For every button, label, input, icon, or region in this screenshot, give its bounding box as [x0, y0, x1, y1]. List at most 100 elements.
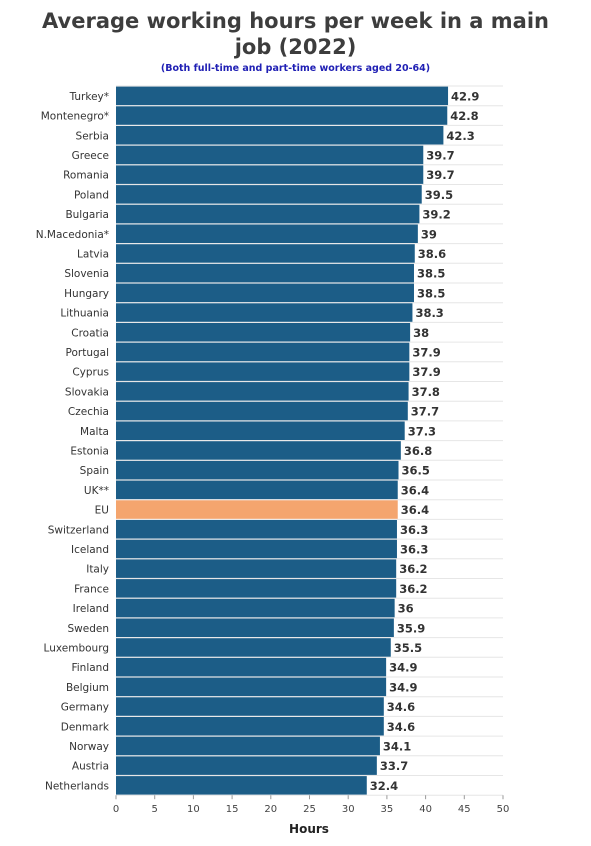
- bar: [116, 520, 397, 539]
- category-label: Ireland: [73, 603, 109, 615]
- bar: [116, 480, 398, 500]
- category-label: Spain: [80, 465, 109, 477]
- bar: [116, 657, 387, 677]
- category-label: Latvia: [77, 248, 109, 260]
- bar: [116, 224, 418, 243]
- category-label: Hungary: [64, 288, 109, 300]
- x-tick-label: 20: [264, 804, 277, 815]
- bar: [116, 697, 384, 716]
- category-label: N.Macedonia*: [36, 229, 109, 241]
- category-label: UK**: [84, 485, 109, 497]
- category-label: Iceland: [71, 544, 109, 556]
- bar: [116, 539, 397, 559]
- category-label: Germany: [61, 702, 109, 714]
- category-label: Croatia: [71, 327, 109, 339]
- bar: [116, 756, 377, 775]
- value-label: 38: [413, 326, 429, 340]
- bar: [116, 717, 384, 736]
- value-label: 34.6: [387, 700, 415, 714]
- bar: [116, 579, 397, 598]
- x-tick-label: 5: [152, 804, 158, 815]
- value-label: 38.3: [415, 306, 443, 320]
- value-label: 42.8: [450, 109, 478, 123]
- category-label: Finland: [71, 662, 109, 674]
- chart-title-line-1: Average working hours per week in a main: [42, 9, 549, 33]
- value-label: 37.3: [408, 424, 436, 438]
- category-label: Austria: [72, 761, 109, 773]
- category-label: Luxembourg: [44, 642, 109, 654]
- value-label: 37.9: [412, 345, 440, 359]
- value-label: 36.5: [402, 464, 430, 478]
- bar: [116, 500, 398, 519]
- category-label: Romania: [63, 170, 109, 182]
- chart-title-line-2: job (2022): [234, 35, 357, 59]
- category-label: France: [74, 583, 109, 595]
- bar: [116, 362, 410, 381]
- category-labels: Turkey* Montenegro* Serbia Greece Romania Pol…: [36, 91, 110, 792]
- value-label: 42.9: [451, 89, 479, 103]
- value-label: 36.2: [399, 562, 427, 576]
- chart-title: Average working hours per week in a main…: [0, 8, 591, 60]
- category-label: Italy: [86, 564, 109, 576]
- value-labels: 42.9 42.8 42.3 39.7 39.7 39.5 39.2 39 38.6 38.5 38…: [370, 89, 480, 793]
- bar: [116, 598, 395, 618]
- value-label: 38.6: [418, 247, 446, 261]
- category-label: Netherlands: [45, 780, 109, 792]
- bar: [116, 736, 380, 756]
- category-label: Portugal: [66, 347, 110, 359]
- value-label: 36: [398, 602, 414, 616]
- category-label: Cyprus: [72, 367, 109, 379]
- category-label: EU: [95, 505, 109, 517]
- value-label: 38.5: [417, 267, 445, 281]
- x-tick-label: 30: [342, 804, 355, 815]
- x-tick-label: 10: [187, 804, 200, 815]
- value-label: 39.7: [426, 148, 454, 162]
- value-label: 36.8: [404, 444, 432, 458]
- category-label: Serbia: [76, 130, 109, 142]
- x-tick-label: 50: [497, 804, 510, 815]
- x-tick-label: 0: [113, 804, 119, 815]
- value-label: 32.4: [370, 779, 398, 793]
- value-label: 33.7: [380, 759, 408, 773]
- value-label: 34.6: [387, 720, 415, 734]
- category-label: Norway: [69, 741, 109, 753]
- category-label: Turkey*: [69, 91, 109, 103]
- category-label: Belgium: [66, 682, 109, 694]
- value-label: 38.5: [417, 286, 445, 300]
- value-label: 34.9: [389, 661, 417, 675]
- value-label: 39: [421, 227, 437, 241]
- bar: [116, 323, 411, 342]
- bar: [116, 303, 413, 322]
- value-label: 37.7: [411, 405, 439, 419]
- bar: [116, 776, 367, 795]
- x-tick-label: 25: [303, 804, 316, 815]
- bar: [116, 283, 414, 303]
- chart-subtitle: (Both full-time and part-time workers ag…: [160, 63, 431, 74]
- category-label: Bulgaria: [65, 209, 109, 221]
- category-label: Malta: [80, 426, 109, 438]
- value-label: 36.2: [399, 582, 427, 596]
- category-label: Denmark: [61, 721, 110, 733]
- x-tick-label: 35: [381, 804, 394, 815]
- bar: [116, 382, 409, 401]
- value-label: 34.1: [383, 739, 411, 753]
- category-label: Estonia: [70, 445, 109, 457]
- value-label: 36.4: [401, 503, 429, 517]
- bar: [116, 185, 422, 204]
- value-label: 34.9: [389, 680, 417, 694]
- bar: [116, 638, 391, 657]
- bar: [116, 145, 424, 165]
- category-label: Switzerland: [48, 524, 109, 536]
- value-label: 39.5: [425, 188, 453, 202]
- value-label: 35.5: [394, 641, 422, 655]
- bar: [116, 421, 405, 440]
- value-label: 39.7: [426, 168, 454, 182]
- x-axis-ticks: 0 5 10 15 20 25 30 35 40 45 50: [113, 795, 510, 815]
- value-label: 35.9: [397, 621, 425, 635]
- value-label: 36.3: [400, 523, 428, 537]
- category-label: Czechia: [68, 406, 109, 418]
- bar: [116, 618, 394, 637]
- value-label: 36.3: [400, 542, 428, 556]
- bar: [116, 165, 424, 184]
